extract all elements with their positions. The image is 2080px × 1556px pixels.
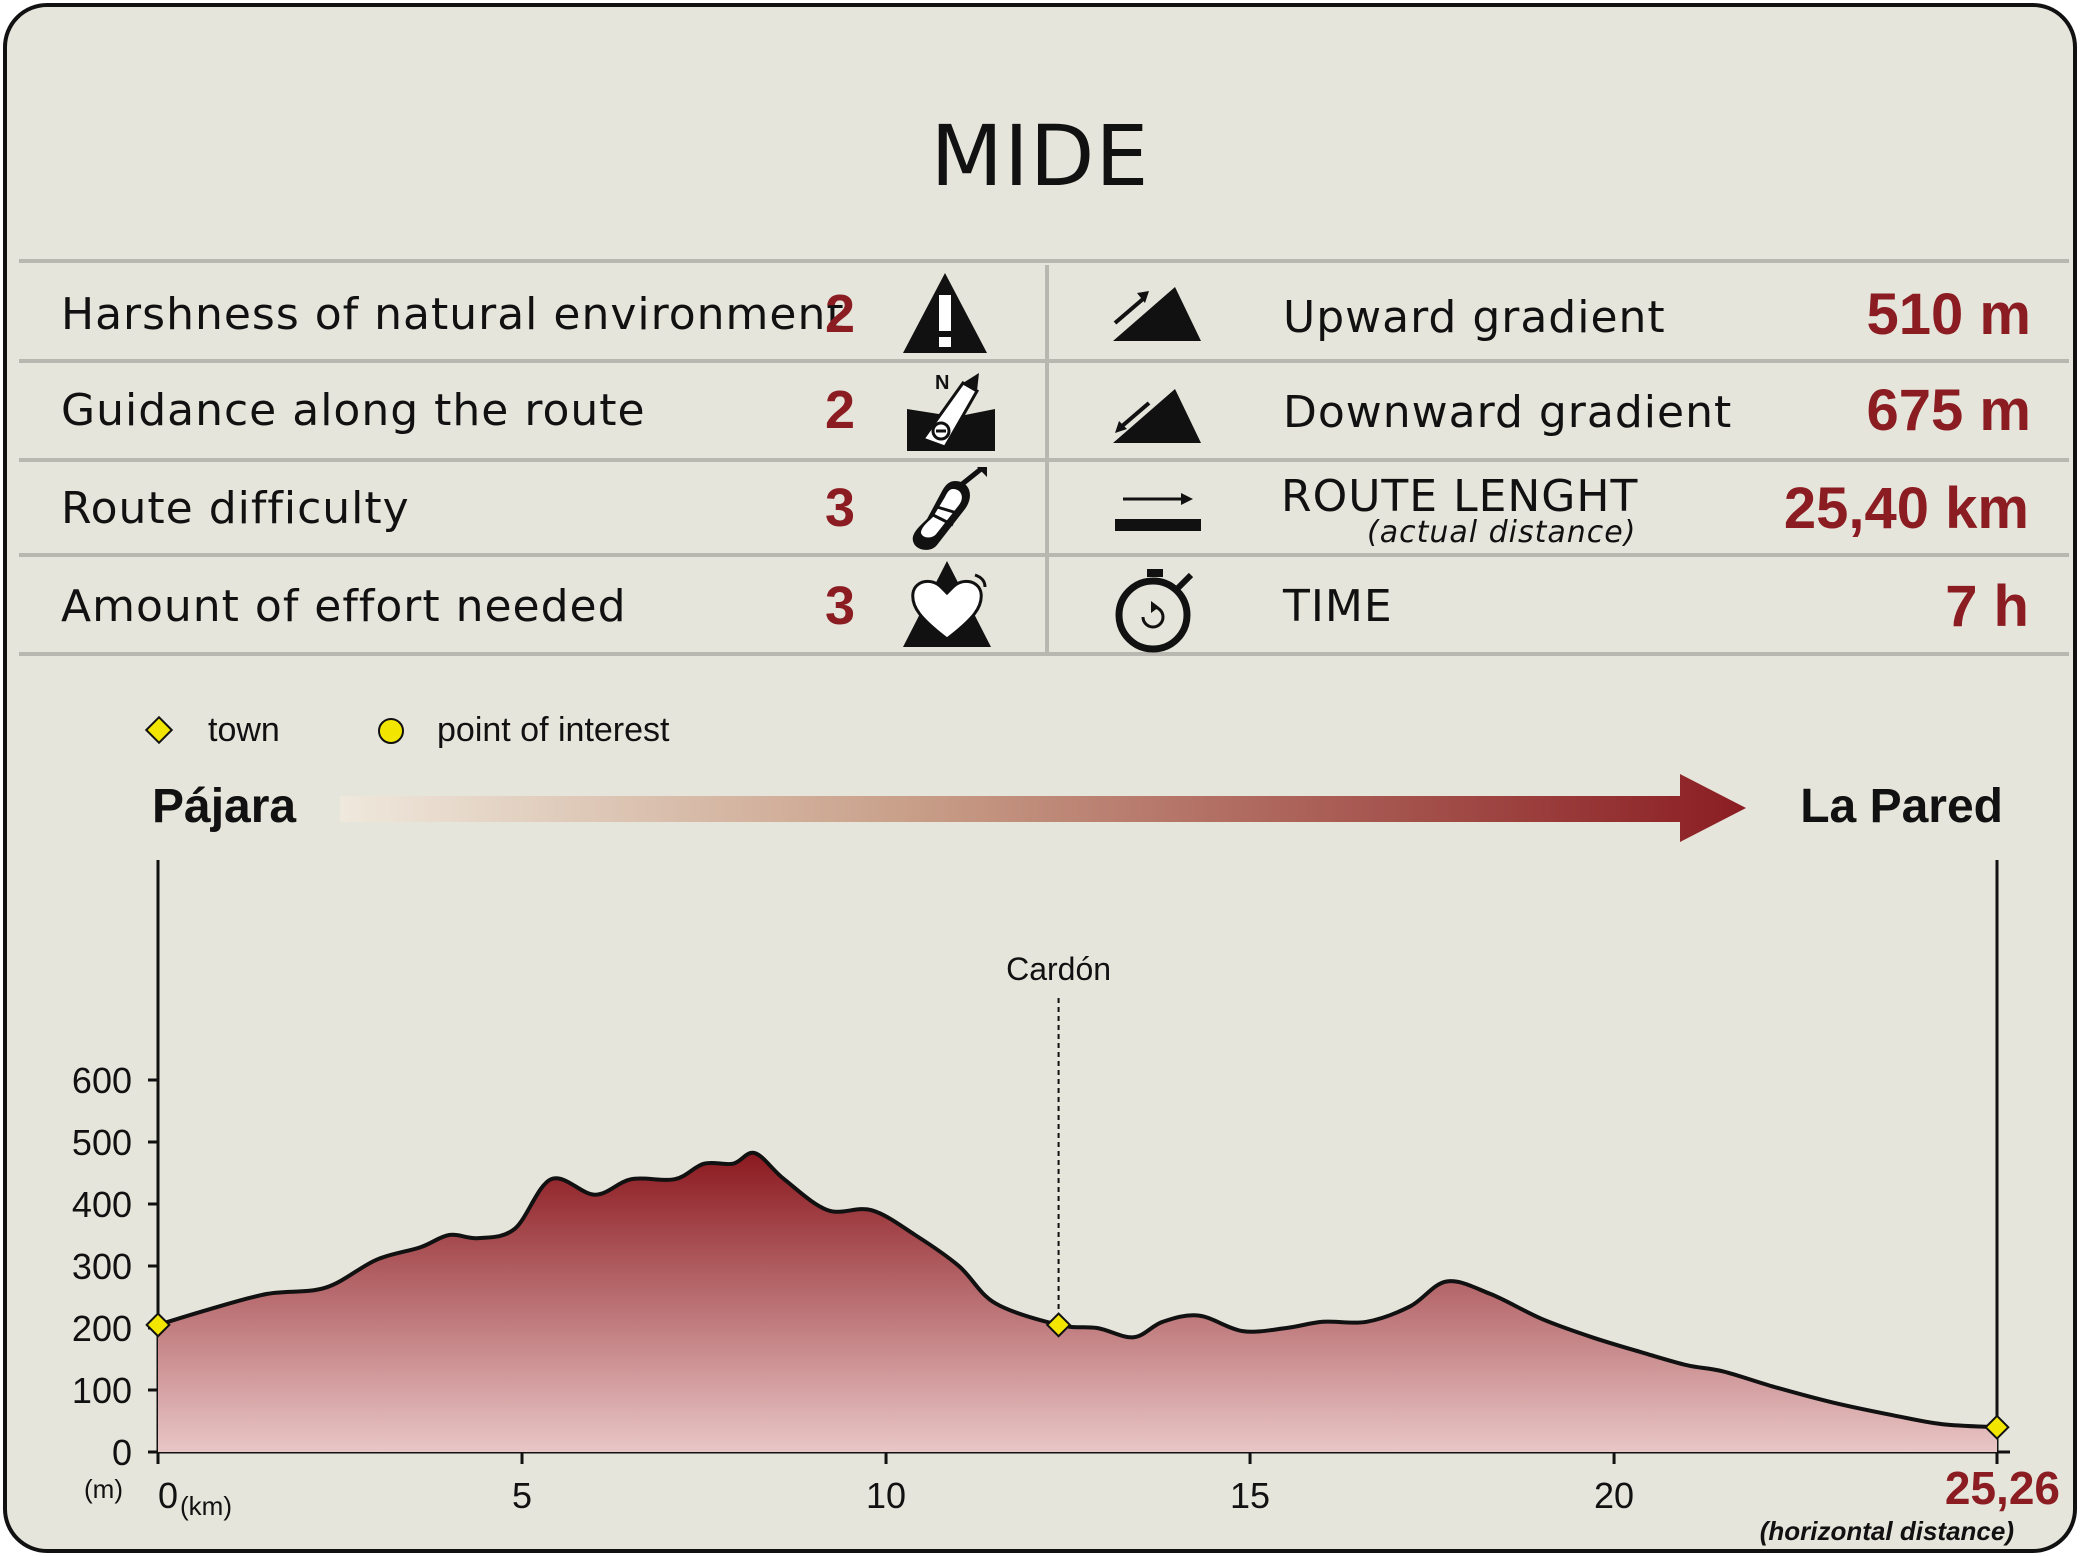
time-value: 7 h [1945, 574, 2029, 639]
row-divider [19, 458, 2069, 462]
y-axis-unit: (m) [84, 1474, 123, 1504]
heart-icon [903, 561, 991, 647]
y-tick-label: 100 [72, 1370, 132, 1411]
town-marker [1045, 1312, 1072, 1338]
compass-icon: N [907, 372, 995, 451]
harshness-value: 2 [825, 284, 856, 344]
upward-gradient-value: 510 m [1866, 282, 2031, 347]
x-axis-unit: (km) [180, 1491, 232, 1521]
route-end-label: La Pared [1800, 780, 2003, 833]
row-divider [19, 259, 2069, 263]
route-direction-arrow [340, 774, 1746, 842]
town-markers: Cardón [145, 951, 2010, 1440]
x-axis-ticks: 0 5 10 15 20 [156, 1452, 1999, 1516]
y-tick-label: 500 [72, 1122, 132, 1163]
page-title: MIDE [930, 107, 1150, 205]
guidance-label: Guidance along the route [61, 385, 646, 436]
harshness-label: Harshness of natural environment [61, 289, 845, 340]
y-tick-label: 300 [72, 1246, 132, 1287]
svg-text:N: N [935, 372, 949, 394]
stopwatch-icon [1115, 569, 1194, 653]
route-length-sublabel: (actual distance) [1367, 515, 1637, 550]
effort-value: 3 [825, 576, 856, 636]
x-end-value: 25,26 [1945, 1462, 2060, 1514]
column-divider [1045, 265, 1049, 655]
route-length-label: ROUTE LENGHT [1281, 471, 1639, 522]
upward-slope-icon [1113, 287, 1201, 341]
warning-icon [903, 273, 987, 353]
elevation-line [157, 1150, 1998, 1430]
poi-legend-marker [378, 718, 404, 744]
row-divider [19, 553, 2069, 557]
town-label: Cardón [1006, 951, 1111, 987]
poi-legend-label: point of interest [437, 711, 670, 749]
y-tick-label: 600 [72, 1060, 132, 1101]
downward-slope-icon [1113, 389, 1201, 443]
distance-arrow-icon [1115, 493, 1201, 531]
y-tick-label: 0 [112, 1432, 132, 1473]
downward-gradient-label: Downward gradient [1283, 387, 1733, 438]
y-tick-label: 400 [72, 1184, 132, 1225]
difficulty-label: Route difficulty [61, 483, 410, 534]
downward-gradient-value: 675 m [1866, 378, 2031, 443]
elevation-area [158, 1152, 1997, 1452]
guidance-value: 2 [825, 380, 856, 440]
town-legend-marker [144, 715, 174, 745]
row-divider [19, 359, 2069, 363]
town-legend-label: town [208, 711, 280, 749]
y-tick-label: 200 [72, 1308, 132, 1349]
town-marker [145, 1312, 171, 1338]
upward-gradient-label: Upward gradient [1283, 292, 1666, 343]
footprint-icon [912, 467, 987, 550]
y-axis-ticks: 0 100 200 300 400 500 600 [72, 1060, 158, 1473]
x-tick-label: 0 [158, 1475, 178, 1516]
route-start-label: Pájara [152, 780, 296, 833]
route-length-value: 25,40 km [1783, 476, 2029, 541]
x-end-note: (horizontal distance) [1760, 1516, 2014, 1546]
time-label: TIME [1283, 581, 1393, 632]
town-marker [1984, 1414, 2010, 1440]
difficulty-value: 3 [825, 478, 856, 538]
effort-label: Amount of effort needed [61, 581, 627, 632]
x-tick-label: 20 [1594, 1475, 1634, 1516]
x-tick-label: 5 [512, 1475, 532, 1516]
x-tick-label: 15 [1230, 1475, 1270, 1516]
x-tick-label: 10 [866, 1475, 906, 1516]
row-divider [19, 652, 2069, 656]
